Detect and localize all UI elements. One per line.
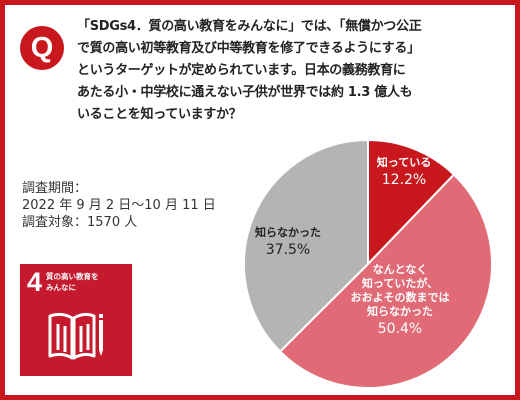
slice-value-label: 12.2% [382,172,426,188]
sdg4-logo: 4 質の高い教育を みんなに [20,264,132,376]
survey-target: 調査対象：1570 人 [22,215,138,230]
pie-slice [243,138,369,353]
slice-value-label: 50.4% [378,321,422,337]
slice-label: 知っていたが、 [361,276,438,290]
pie-slice [367,138,456,267]
sdg-number: 4 [27,267,43,297]
slice-label: おおよその数までは [351,290,450,304]
pie-slice [278,173,493,389]
sdg-title-line: みんなに [46,283,76,292]
question-line: 「SDGs4．質の高い教育をみんなに」では、「無償かつ公正 [77,19,422,34]
sdg-title: 質の高い教育を みんなに [46,271,128,293]
slice-label: 知らなかった [254,225,321,239]
survey-period: 2022 年 9 月 2 日〜10 月 11 日 [22,198,216,213]
survey-period-label: 調査期間： [22,181,88,196]
slice-label: 知らなかった [366,304,433,318]
book-and-pencil-icon [48,312,103,360]
pie-chart: 知っている12.2%なんとなく知っていたが、おおよその数までは知らなかった50.… [243,138,493,389]
survey-info: 調査期間： 2022 年 9 月 2 日〜10 月 11 日 調査対象：1570… [22,180,216,231]
question-line: あたる小・中学校に通えない子供が世界では約 1.3 億人も [77,85,413,100]
slice-value-label: 37.5% [266,242,310,258]
slice-label: なんとなく [373,263,428,276]
question-badge: Q [20,26,64,70]
slice-label: 知っている [376,155,431,169]
question-line: いることを知っていますか？ [77,107,242,122]
question-line: というターゲットが定められています。日本の義務教育に [77,63,406,78]
question-line: で質の高い初等教育及び中等教育を修了できるようにする」 [77,41,420,56]
question-text: 「SDGs4．質の高い教育をみんなに」では、「無償かつ公正 で質の高い初等教育及… [77,16,509,126]
sdg-title-line: 質の高い教育を [46,272,99,281]
